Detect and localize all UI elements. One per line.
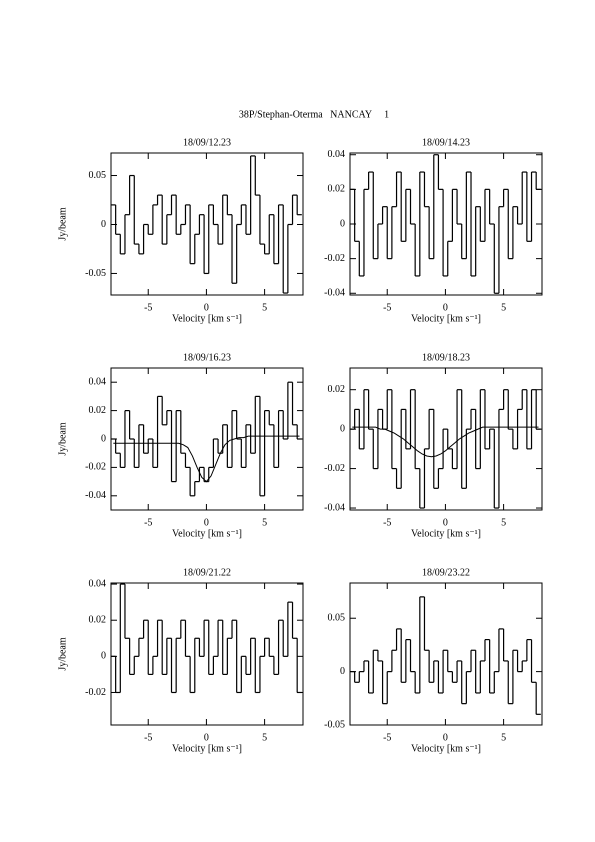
x-tick-label: 5 bbox=[501, 732, 506, 743]
panel-title: 18/09/23.22 bbox=[422, 567, 470, 578]
panel-title: 18/09/21.22 bbox=[183, 567, 231, 578]
plot-frame bbox=[110, 582, 304, 726]
y-tick-label: 0 bbox=[340, 423, 345, 434]
x-tick-label: -5 bbox=[383, 517, 391, 528]
x-tick-label: -5 bbox=[144, 302, 152, 313]
x-tick-label: 5 bbox=[501, 517, 506, 528]
plot-frame bbox=[349, 367, 543, 511]
x-tick-label: 0 bbox=[443, 302, 448, 313]
x-tick-label: 5 bbox=[262, 302, 267, 313]
panel-title: 18/09/16.23 bbox=[183, 352, 231, 363]
x-tick-label: 0 bbox=[204, 302, 209, 313]
x-axis-label: Velocity [km s⁻¹] bbox=[172, 313, 242, 324]
x-tick-label: 0 bbox=[443, 517, 448, 528]
x-tick-label: -5 bbox=[144, 517, 152, 528]
x-tick-label: 0 bbox=[204, 732, 209, 743]
step-riser bbox=[354, 596, 537, 715]
x-axis-label: Velocity [km s⁻¹] bbox=[411, 743, 481, 754]
x-axis-label: Velocity [km s⁻¹] bbox=[411, 528, 481, 539]
y-tick-label: -0.02 bbox=[324, 253, 345, 264]
x-tick-label: -5 bbox=[144, 732, 152, 743]
y-tick-label: 0.04 bbox=[89, 376, 107, 387]
y-tick-label: 0.04 bbox=[328, 149, 346, 160]
panel-title: 18/09/12.23 bbox=[183, 137, 231, 148]
y-tick-label: 0.05 bbox=[328, 613, 346, 624]
y-tick-label: 0 bbox=[101, 433, 106, 444]
step-riser bbox=[115, 155, 298, 294]
x-tick-label: 5 bbox=[262, 732, 267, 743]
y-tick-label: -0.04 bbox=[85, 490, 106, 501]
x-tick-label: 0 bbox=[443, 732, 448, 743]
x-tick-label: 5 bbox=[262, 517, 267, 528]
x-tick-label: -5 bbox=[383, 302, 391, 313]
y-axis-label: Jy/beam bbox=[57, 207, 68, 241]
x-tick-label: 0 bbox=[204, 517, 209, 528]
x-axis-label: Velocity [km s⁻¹] bbox=[411, 313, 481, 324]
plot-frame bbox=[349, 582, 543, 726]
x-tick-label: -5 bbox=[383, 732, 391, 743]
y-tick-label: 0 bbox=[101, 651, 106, 662]
y-tick-label: 0.02 bbox=[328, 184, 346, 195]
y-axis-label: Jy/beam bbox=[57, 637, 68, 671]
page-title: 38P/Stephan-Oterma NANCAY 1 bbox=[239, 109, 389, 120]
y-tick-label: -0.04 bbox=[324, 502, 345, 513]
y-tick-label: 0 bbox=[101, 219, 106, 230]
y-tick-label: -0.04 bbox=[324, 288, 345, 299]
y-tick-label: 0.05 bbox=[89, 170, 107, 181]
step-riser bbox=[354, 389, 537, 509]
y-tick-label: -0.02 bbox=[85, 462, 106, 473]
fit-curve bbox=[352, 426, 539, 458]
panel-title: 18/09/18.23 bbox=[422, 352, 470, 363]
y-tick-label: -0.02 bbox=[85, 687, 106, 698]
y-tick-label: 0 bbox=[340, 218, 345, 229]
y-tick-label: 0.02 bbox=[89, 405, 107, 416]
y-tick-label: -0.02 bbox=[324, 463, 345, 474]
x-tick-label: 5 bbox=[501, 302, 506, 313]
x-axis-label: Velocity [km s⁻¹] bbox=[172, 528, 242, 539]
y-tick-label: -0.05 bbox=[85, 268, 106, 279]
x-axis-label: Velocity [km s⁻¹] bbox=[172, 743, 242, 754]
step-riser bbox=[115, 382, 298, 496]
step-riser bbox=[115, 584, 298, 693]
y-tick-label: 0 bbox=[340, 666, 345, 677]
panel-title: 18/09/14.23 bbox=[422, 137, 470, 148]
step-riser bbox=[354, 154, 537, 294]
y-tick-label: -0.05 bbox=[324, 719, 345, 730]
fit-curve bbox=[113, 435, 300, 483]
y-tick-label: 0.04 bbox=[89, 578, 107, 589]
y-tick-label: 0.02 bbox=[328, 384, 346, 395]
y-axis-label: Jy/beam bbox=[57, 422, 68, 456]
y-tick-label: 0.02 bbox=[89, 615, 107, 626]
